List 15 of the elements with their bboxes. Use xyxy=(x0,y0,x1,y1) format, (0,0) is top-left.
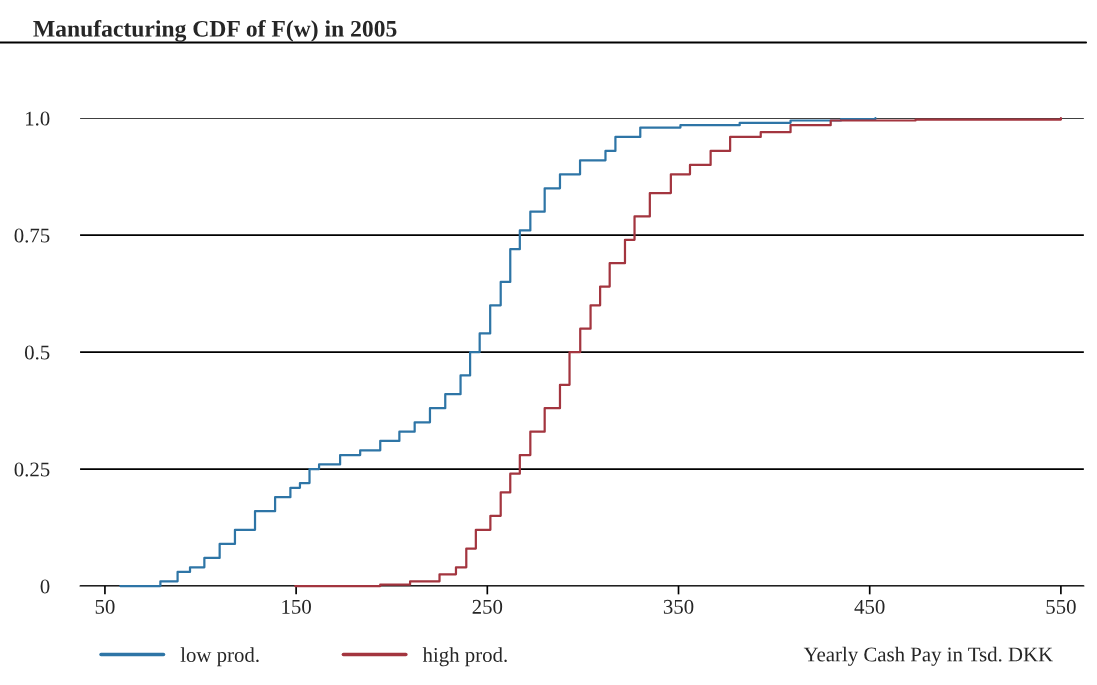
y-tick-label: 0.5 xyxy=(24,345,50,360)
x-tick-label: 350 xyxy=(663,599,694,614)
x-tick-label: 50 xyxy=(95,599,115,614)
y-tick-label: 0.75 xyxy=(14,228,50,243)
legend-label: low prod. xyxy=(180,647,259,667)
legend-label: high prod. xyxy=(422,647,507,667)
x-tick-label: 150 xyxy=(282,599,311,614)
x-tick-label: 550 xyxy=(1046,599,1076,614)
y-tick-label: 0.25 xyxy=(14,462,50,477)
chart-title: Manufacturing CDF of F(w) in 2005 xyxy=(33,19,397,42)
y-tick-label: 0 xyxy=(40,579,50,594)
x-tick-label: 250 xyxy=(472,599,503,614)
y-tick-label: 1.0 xyxy=(26,111,50,126)
x-axis-title: Yearly Cash Pay in Tsd. DKK xyxy=(803,646,1053,666)
x-tick-label: 450 xyxy=(854,599,885,614)
